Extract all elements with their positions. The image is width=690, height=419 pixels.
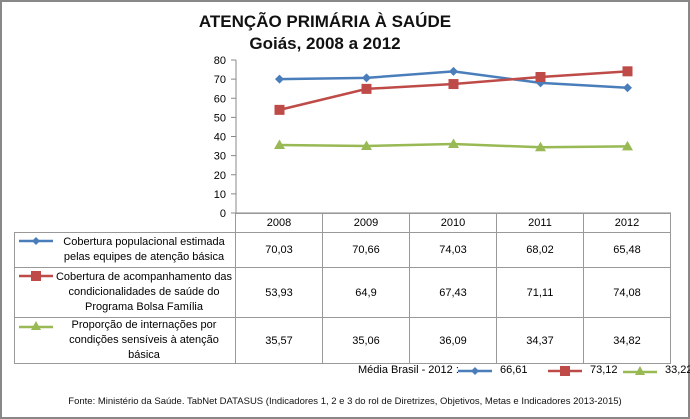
series-label: Programa Bolsa Família [85, 301, 203, 313]
data-point-diamond [275, 74, 284, 84]
square-marker-icon [548, 366, 582, 376]
data-point-square [448, 79, 459, 90]
empty-corner [15, 214, 236, 233]
series-label: Cobertura populacional estimada [63, 236, 225, 248]
data-table: 2008 2009 2010 2011 2012 Cobertura popul… [14, 213, 671, 364]
value-cell: 34,37 [496, 317, 584, 364]
data-point-triangle [622, 140, 633, 151]
value-cell: 53,93 [235, 267, 323, 318]
data-point-triangle [448, 138, 459, 148]
data-point-diamond [623, 83, 632, 93]
brazil-average-label: Média Brasil - 2012 : [358, 364, 459, 376]
square-marker-icon [19, 271, 53, 281]
chart-title: ATENÇÃO PRIMÁRIA À SAÚDE [198, 12, 452, 31]
value-cell: 36,09 [409, 317, 497, 364]
diamond-marker-icon [19, 237, 53, 245]
year-header: 2011 [496, 213, 584, 233]
data-point-triangle [535, 141, 546, 152]
value-cell: 34,82 [583, 317, 671, 364]
y-tick-label: 0 [220, 208, 226, 220]
table-row: Cobertura populacional estimada pelas equ… [14, 232, 671, 268]
value-cell: 35,57 [235, 317, 323, 364]
plot-area [274, 66, 633, 152]
year-header: 2010 [409, 213, 497, 233]
series-label-cell: Proporção de internações por condições se… [14, 317, 236, 364]
brazil-average-value: 73,12 [590, 364, 618, 376]
data-point-square [622, 66, 633, 77]
year-header: 2009 [322, 213, 410, 233]
value-cell: 68,02 [496, 232, 584, 268]
value-cell: 70,03 [235, 232, 323, 268]
table-header-row: 2008 2009 2010 2011 2012 [15, 213, 671, 233]
triangle-marker-icon [623, 366, 657, 375]
y-tick-label: 50 [214, 112, 226, 124]
year-header: 2008 [235, 213, 323, 233]
series-label: condições sensíveis à atenção básica [69, 334, 219, 361]
diamond-marker-icon [458, 367, 492, 375]
y-tick-label: 80 [214, 55, 226, 67]
series-label: condicionalidades de saúde do [68, 286, 220, 298]
value-cell: 64,9 [322, 267, 410, 318]
brazil-average-value: 66,61 [500, 364, 528, 376]
series-label: pelas equipes de atenção básica [63, 251, 225, 263]
data-point-diamond [449, 66, 458, 76]
value-cell: 71,11 [496, 267, 584, 318]
data-point-square [361, 83, 372, 94]
table-row: Proporção de internações por condições se… [14, 317, 671, 364]
y-tick-label: 40 [214, 132, 226, 144]
data-point-diamond [362, 73, 371, 83]
data-point-square [274, 104, 285, 115]
value-cell: 65,48 [583, 232, 671, 268]
y-tick-label: 20 [214, 170, 226, 182]
value-cell: 35,06 [322, 317, 410, 364]
year-header: 2012 [583, 213, 671, 233]
series-label-cell: Cobertura populacional estimada pelas equ… [14, 232, 236, 268]
y-tick-label: 70 [214, 74, 226, 86]
source-note: Fonte: Ministério da Saúde. TabNet DATAS… [68, 396, 622, 407]
y-tick-label: 10 [214, 189, 226, 201]
table-row: Cobertura de acompanhamento das condicion… [14, 267, 671, 318]
value-cell: 74,03 [409, 232, 497, 268]
series-label-cell: Cobertura de acompanhamento das condicion… [14, 267, 236, 318]
y-tick-label: 30 [214, 151, 226, 163]
brazil-average-value: 33,22 [665, 364, 690, 376]
y-tick-label: 60 [214, 93, 226, 105]
value-cell: 74,08 [583, 267, 671, 318]
series-label: Cobertura de acompanhamento das [55, 271, 233, 283]
data-point-square [535, 72, 546, 83]
value-cell: 67,43 [409, 267, 497, 318]
value-cell: 70,66 [322, 232, 410, 268]
triangle-marker-icon [19, 321, 53, 330]
chart-subtitle: Goiás, 2008 a 2012 [249, 34, 401, 53]
series-label: Proporção de internações por [71, 319, 217, 331]
data-point-triangle [361, 140, 372, 150]
data-point-triangle [274, 139, 285, 149]
